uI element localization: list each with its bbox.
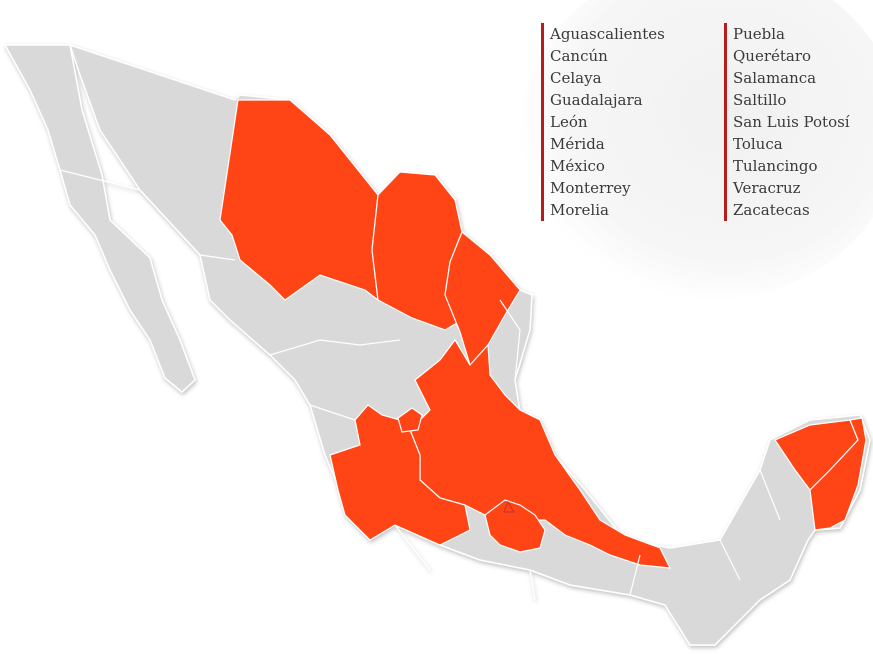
city-label: Zacatecas <box>733 201 810 219</box>
city-label: Veracruz <box>733 179 801 197</box>
city-label: Tulancingo <box>733 157 818 175</box>
jalisco-north <box>397 407 423 433</box>
city-label: Morelia <box>550 201 609 219</box>
city-label: Salamanca <box>733 69 817 87</box>
city-label: Cancún <box>550 47 608 65</box>
chihuahua-state <box>219 99 379 302</box>
city-label: Toluca <box>733 135 783 153</box>
highlighted-states <box>219 99 867 569</box>
baja-california-peninsula <box>3 44 196 393</box>
city-label: Aguascalientes <box>550 25 665 43</box>
city-list-column-2: Puebla Querétaro Salamanca Saltillo San … <box>724 23 850 221</box>
city-label: Puebla <box>733 25 785 43</box>
western-states <box>329 404 471 546</box>
city-label: Querétaro <box>733 47 812 65</box>
city-list-column-1: Aguascalientes Cancún Celaya Guadalajara… <box>541 23 665 221</box>
city-label: Guadalajara <box>550 91 643 109</box>
city-label: León <box>550 113 588 131</box>
city-label: Mérida <box>550 135 605 153</box>
city-label: Celaya <box>550 69 602 87</box>
legend-background <box>520 0 873 300</box>
quintana-roo-state <box>809 417 867 531</box>
city-label: Monterrey <box>550 179 631 197</box>
state-borders <box>59 169 781 601</box>
puebla-state <box>484 499 546 553</box>
mexico-city-marker <box>503 500 516 513</box>
city-label: Saltillo <box>733 91 787 109</box>
city-label: México <box>550 157 605 175</box>
city-label: San Luis Potosí <box>733 113 850 131</box>
